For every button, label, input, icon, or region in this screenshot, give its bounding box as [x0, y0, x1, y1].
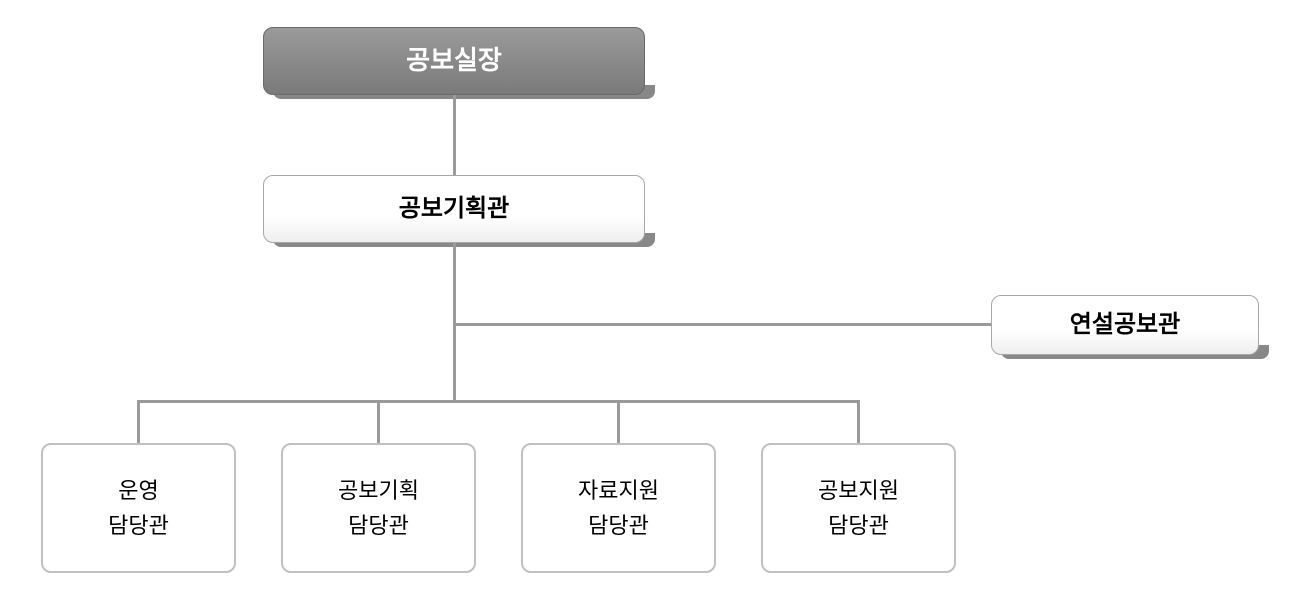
leaf-node-1-line2: 담당관 — [108, 508, 169, 543]
connector-leaf-bus — [137, 400, 860, 403]
leaf-node-3-line2: 담당관 — [578, 508, 659, 543]
side-node-label: 연설공보관 — [1070, 306, 1180, 344]
leaf-node-4-line2: 담당관 — [818, 508, 899, 543]
leaf-node-1: 운영 담당관 — [41, 443, 236, 573]
leaf-node-2: 공보기획 담당관 — [281, 443, 476, 573]
root-node-label: 공보실장 — [406, 40, 502, 82]
leaf-node-2-text: 공보기획 담당관 — [338, 473, 419, 543]
connector-leaf1-drop — [137, 400, 140, 443]
connector-leaf4-drop — [857, 400, 860, 443]
leaf-node-2-line2: 담당관 — [338, 508, 419, 543]
connector-to-side — [453, 323, 991, 326]
leaf-node-2-line1: 공보기획 — [338, 473, 419, 508]
leaf-node-3-line1: 자료지원 — [578, 473, 659, 508]
side-node: 연설공보관 — [991, 295, 1259, 355]
connector-leaf3-drop — [617, 400, 620, 443]
connector-mid-down — [453, 243, 456, 400]
leaf-node-4-text: 공보지원 담당관 — [818, 473, 899, 543]
connector-leaf2-drop — [377, 400, 380, 443]
root-node: 공보실장 — [263, 27, 645, 95]
mid-node: 공보기획관 — [263, 175, 645, 243]
leaf-node-4-line1: 공보지원 — [818, 473, 899, 508]
leaf-node-3: 자료지원 담당관 — [521, 443, 716, 573]
leaf-node-1-text: 운영 담당관 — [108, 473, 169, 543]
leaf-node-1-line1: 운영 — [108, 473, 169, 508]
leaf-node-3-text: 자료지원 담당관 — [578, 473, 659, 543]
leaf-node-4: 공보지원 담당관 — [761, 443, 956, 573]
mid-node-label: 공보기획관 — [399, 190, 509, 228]
connector-root-to-mid — [453, 95, 456, 175]
